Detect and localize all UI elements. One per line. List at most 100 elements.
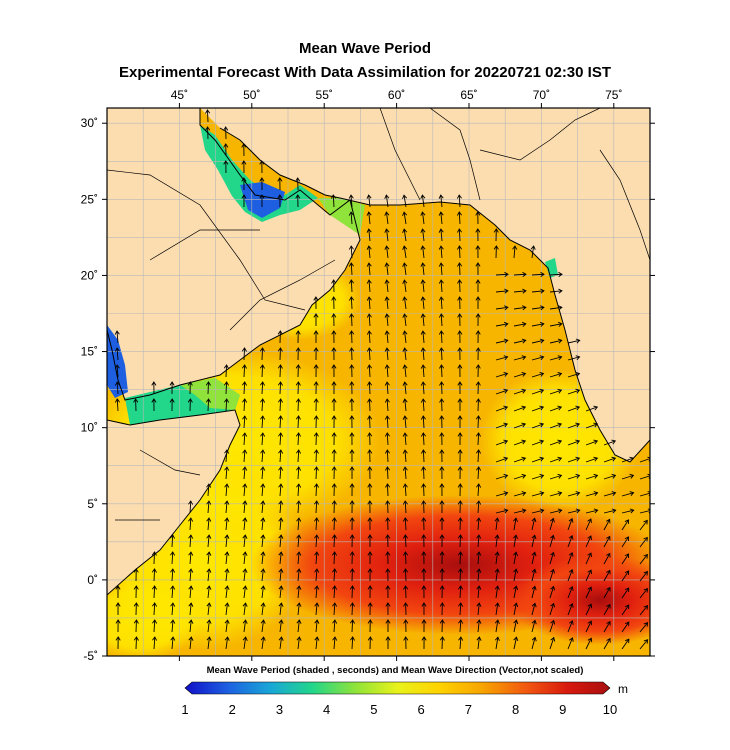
wave-vector-head <box>385 568 391 573</box>
wave-vector <box>549 603 555 616</box>
wave-vector-head <box>475 381 481 386</box>
wave-vector-head <box>367 500 373 505</box>
wave-vector-head <box>114 364 120 369</box>
wave-vector <box>368 297 371 310</box>
wave-vector <box>225 552 228 565</box>
wave-vector-head <box>206 517 212 522</box>
lon-label: 55˚ <box>316 88 333 102</box>
wave-vector <box>368 195 371 208</box>
wave-vector <box>261 569 264 582</box>
wave-vector-head <box>402 313 408 318</box>
wave-vector-head <box>438 296 444 301</box>
wave-vector <box>243 603 246 616</box>
wave-vector-head <box>420 415 426 420</box>
wave-vector <box>495 323 508 327</box>
wave-vector-head <box>420 381 426 386</box>
wave-vector-head <box>531 602 537 608</box>
wave-vector <box>441 381 443 395</box>
wave-vector <box>315 551 318 565</box>
wave-vector <box>403 195 407 208</box>
wave-vector <box>513 273 527 276</box>
persia-asia-land <box>200 108 650 462</box>
wave-vector-head <box>575 439 581 445</box>
wave-vector-head <box>539 422 545 428</box>
wave-vector-head <box>643 622 649 627</box>
wave-vector-head <box>531 636 537 642</box>
wave-vector-head <box>539 508 545 514</box>
map-subtitle: Experimental Forecast With Data Assimila… <box>119 64 611 81</box>
wave-vector-head <box>611 473 617 479</box>
wave-vector-head <box>133 602 139 607</box>
legend-caption: Mean Wave Period (shaded , seconds) and … <box>207 665 584 676</box>
wave-vector-head <box>575 491 581 497</box>
wave-vector <box>639 520 648 531</box>
wave-vector-head <box>187 398 193 403</box>
wave-vector-head <box>242 483 248 488</box>
wave-vector <box>585 638 592 650</box>
wave-vector-head <box>439 551 445 556</box>
wave-vector <box>531 273 545 276</box>
wave-vector-head <box>367 466 373 471</box>
wave-vector-head <box>624 621 630 627</box>
wave-vector-head <box>420 313 426 318</box>
wave-vector <box>621 587 630 599</box>
wave-vector <box>404 382 407 395</box>
wave-vector-head <box>241 381 248 386</box>
wave-vector-head <box>420 364 426 369</box>
wave-vector <box>422 314 425 327</box>
wave-vector-head <box>402 483 408 488</box>
wave-vector-head <box>260 398 266 403</box>
wave-vector <box>261 535 264 548</box>
wave-vector-head <box>557 473 563 479</box>
wave-vector-head <box>611 456 617 462</box>
wave-vector-head <box>587 518 592 524</box>
wave-vector <box>477 483 480 497</box>
wave-vector-head <box>593 473 599 479</box>
wave-vector <box>404 331 407 344</box>
wave-vector <box>477 569 480 582</box>
wave-vector-head <box>223 160 229 165</box>
wave-vector <box>458 194 461 208</box>
wave-vector-head <box>348 194 354 199</box>
wave-vector-head <box>494 517 500 522</box>
wave-vector-head <box>503 388 509 394</box>
wave-vector-head <box>349 602 355 607</box>
wave-vector <box>440 246 443 259</box>
wave-vector <box>459 551 462 565</box>
wave-vector <box>621 492 634 497</box>
wave-vector <box>459 568 462 582</box>
wave-vector-head <box>521 508 527 514</box>
wave-vector-head <box>242 466 248 471</box>
wave-vector <box>477 586 480 599</box>
wave-vector <box>189 620 192 633</box>
wave-vector <box>603 638 611 650</box>
wave-vector-head <box>224 534 230 539</box>
wave-vector <box>207 535 210 548</box>
longitude-axis: 45˚ 50˚ 55˚ 60˚ 65˚ 70˚ 75˚ <box>171 88 622 661</box>
lon-label: 70˚ <box>533 88 550 102</box>
wave-vector <box>531 440 544 446</box>
wave-vector <box>621 604 630 616</box>
wave-vector <box>585 552 592 565</box>
wave-vector <box>440 279 443 293</box>
wave-vector-head <box>313 347 319 352</box>
wave-vector-head <box>331 279 337 284</box>
wave-vector <box>549 356 562 361</box>
wave-vector <box>495 306 508 310</box>
wave-vector-head <box>384 296 390 301</box>
wave-vector-head <box>587 637 593 643</box>
wave-vector-head <box>188 585 194 590</box>
wave-vector-head <box>367 449 373 454</box>
wave-vector <box>531 569 536 582</box>
wave-vector <box>621 553 629 565</box>
wave-vector-head <box>402 245 408 250</box>
wave-vector <box>422 466 425 480</box>
wave-vector <box>567 457 580 463</box>
wave-vector-head <box>384 347 390 352</box>
wave-vector <box>243 535 246 548</box>
wave-vector <box>603 457 616 463</box>
wave-vector <box>297 603 300 616</box>
wave-vector-head <box>385 534 391 539</box>
wave-vector-head <box>420 398 426 403</box>
wave-vector-head <box>420 245 426 250</box>
